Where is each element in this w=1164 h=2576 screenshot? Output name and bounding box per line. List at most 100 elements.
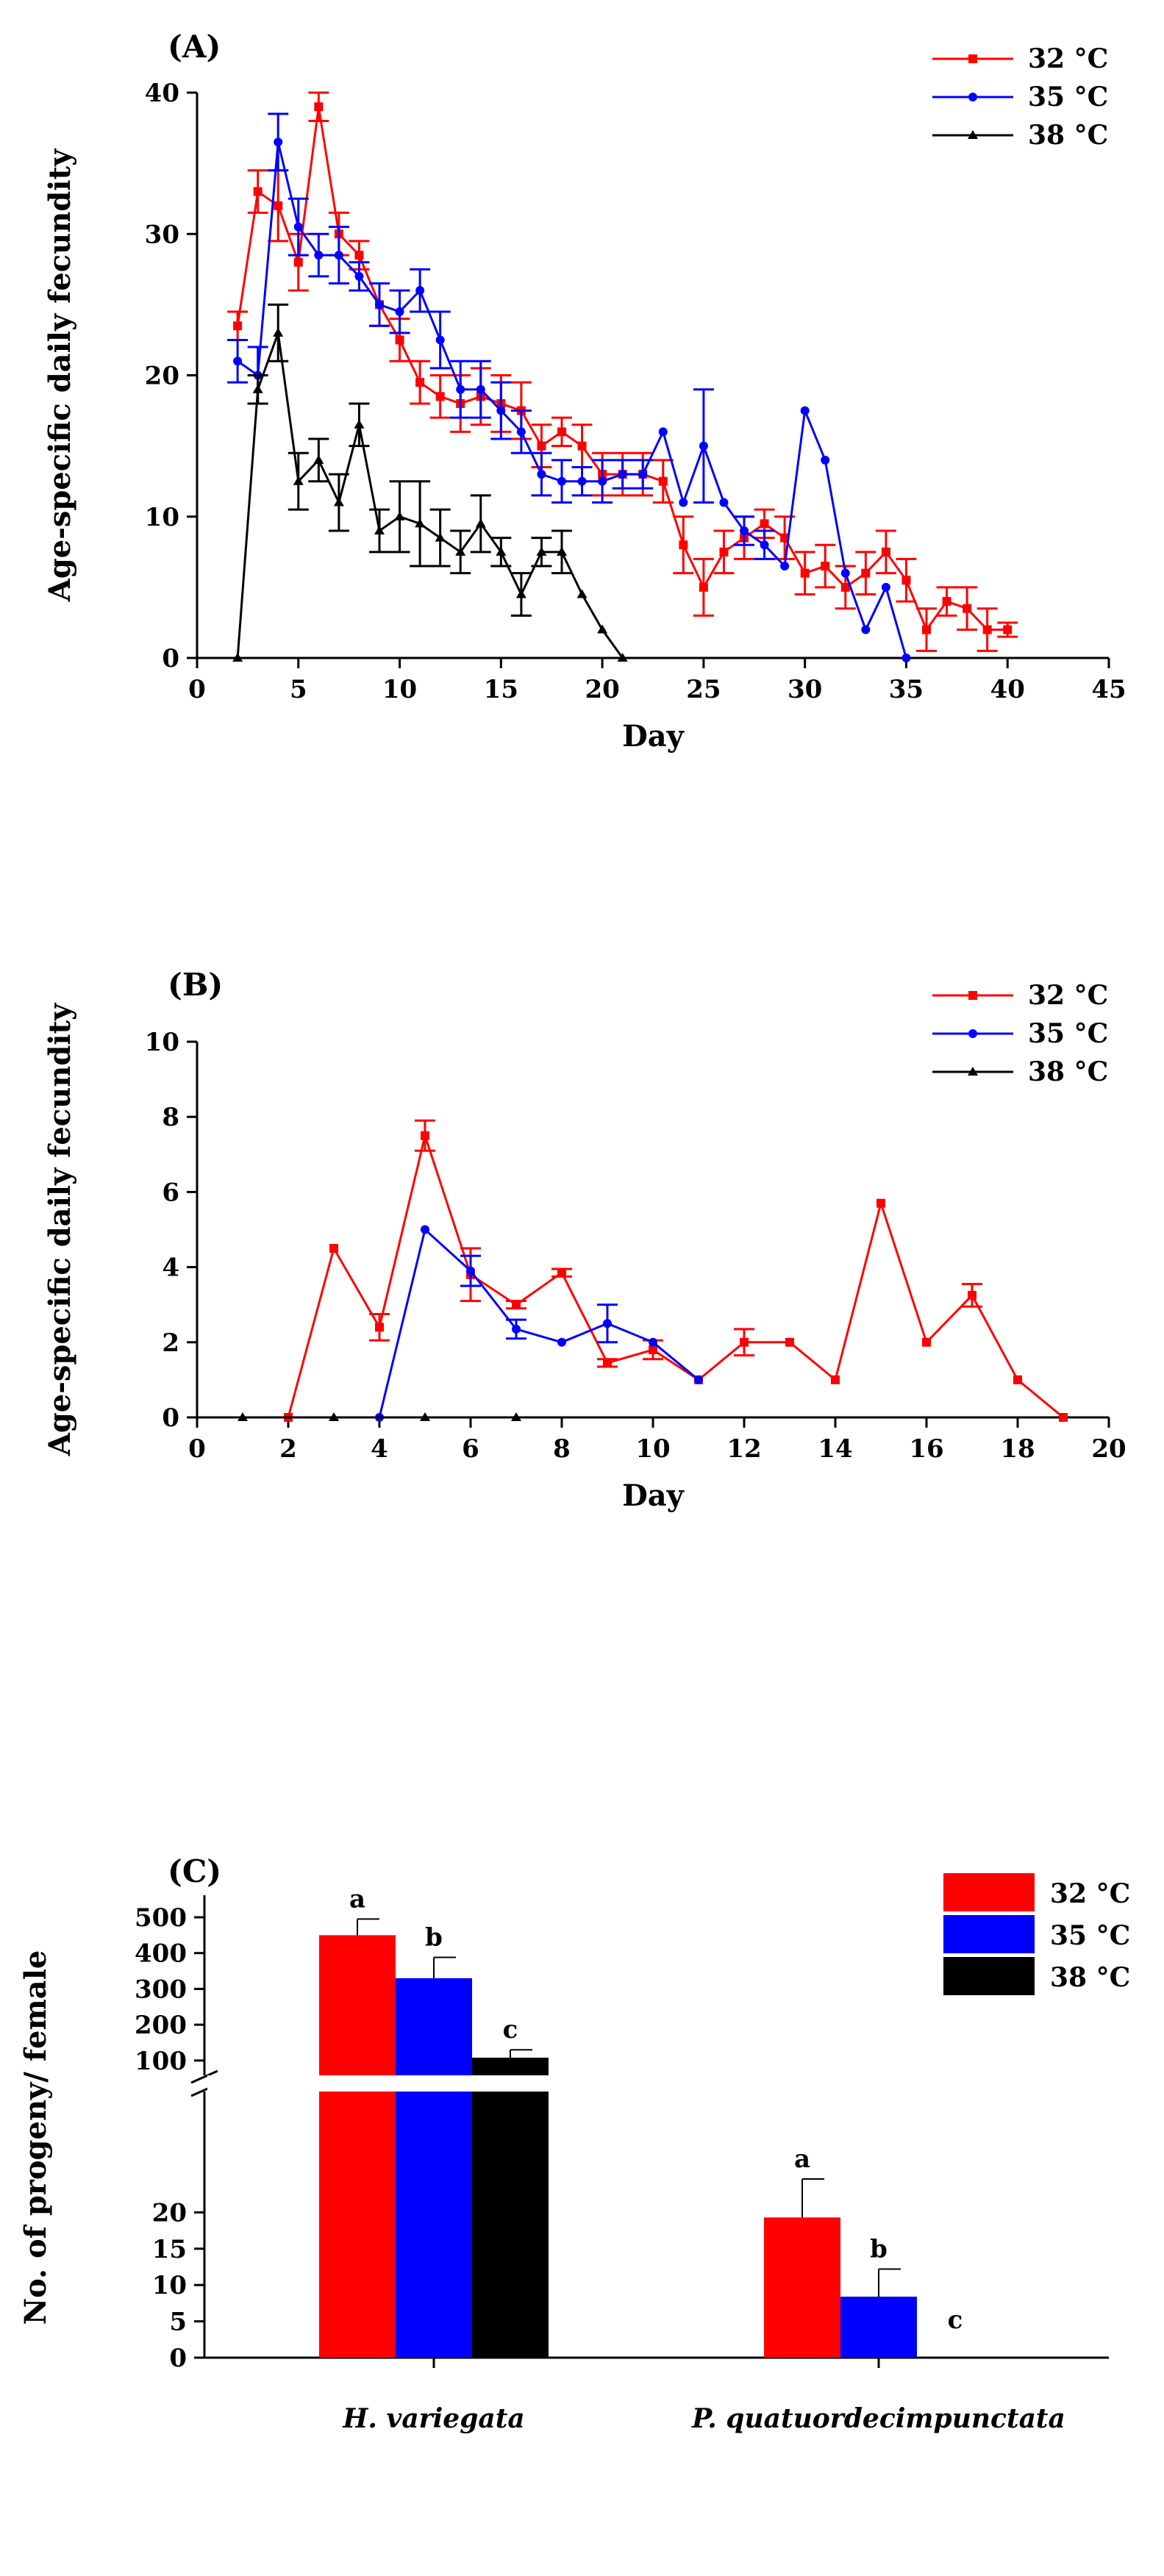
- y-axis-title: Age-specific daily fecundity: [43, 148, 77, 602]
- data-point: [512, 1324, 521, 1334]
- data-point: [821, 562, 830, 571]
- legend-swatch: [943, 1957, 1035, 1995]
- panel-label: (C): [168, 1853, 221, 1889]
- data-point: [329, 1244, 338, 1253]
- series-line: [236, 106, 1008, 632]
- data-point: [395, 335, 404, 345]
- data-point: [968, 1290, 976, 1300]
- significance-letter: b: [425, 1923, 443, 1953]
- data-point: [598, 476, 607, 486]
- data-point: [679, 540, 688, 550]
- data-point: [982, 625, 992, 634]
- data-point: [557, 476, 566, 486]
- x-tick-label: 14: [818, 1434, 852, 1464]
- data-point: [679, 498, 688, 507]
- category-label: H. variegata: [342, 2403, 524, 2434]
- panel-label: (B): [168, 967, 223, 1003]
- data-point: [293, 222, 303, 232]
- data-point: [557, 546, 567, 556]
- data-point: [861, 568, 871, 578]
- data-point: [780, 533, 790, 543]
- legend-label: 35 °C: [1050, 1920, 1130, 1951]
- legend-label: 32 °C: [1028, 980, 1108, 1011]
- data-point: [314, 102, 324, 112]
- data-point: [760, 519, 769, 529]
- y-axis-title: No. of progeny/ female: [18, 1950, 53, 2325]
- legend-label: 38 °C: [1028, 120, 1108, 151]
- legend-swatch: [943, 1915, 1035, 1953]
- y-tick-label: 10: [152, 2271, 187, 2300]
- data-point: [658, 476, 668, 486]
- data-point: [740, 1337, 749, 1347]
- data-point: [274, 137, 283, 147]
- data-point: [512, 1300, 521, 1309]
- data-point: [415, 286, 425, 296]
- bar-38-c-h-variegata: [472, 2057, 549, 2358]
- data-point: [496, 406, 506, 415]
- data-point: [421, 1131, 429, 1140]
- data-point: [840, 582, 850, 592]
- data-point: [293, 476, 304, 485]
- legend-label: 35 °C: [1028, 82, 1108, 112]
- data-point: [557, 427, 566, 437]
- data-point: [421, 1225, 429, 1234]
- data-point: [597, 624, 608, 634]
- significance-letter: b: [870, 2234, 888, 2264]
- data-point: [740, 526, 749, 535]
- y-tick-label: 4: [162, 1253, 179, 1283]
- legend-marker: [968, 1067, 978, 1076]
- data-point: [354, 419, 365, 429]
- y-tick-label: 400: [135, 1939, 187, 1969]
- data-point: [785, 1337, 794, 1347]
- legend-label: 38 °C: [1050, 1962, 1130, 1993]
- data-point: [719, 498, 729, 507]
- x-tick-label: 40: [990, 675, 1025, 704]
- data-point: [576, 589, 588, 598]
- bar-32-c-h-variegata: [319, 1935, 396, 2358]
- data-point: [253, 187, 263, 196]
- data-point: [496, 546, 507, 556]
- series-line: [237, 141, 907, 659]
- x-tick-label: 5: [290, 675, 307, 704]
- x-axis-title: Day: [622, 719, 685, 754]
- significance-letter: c: [503, 2015, 518, 2044]
- y-tick-label: 8: [162, 1103, 179, 1132]
- data-point: [577, 441, 587, 451]
- data-point: [760, 540, 769, 550]
- significance-letter: a: [349, 1884, 365, 1914]
- panel-b-chart: 0 2 4 6 8 10 12 14 16 18 20 0 2 4 6 8 10 Day Age-specific …: [43, 967, 1126, 1513]
- data-point: [800, 406, 810, 415]
- legend-label: 32 °C: [1028, 43, 1108, 74]
- x-tick-label: 20: [585, 675, 619, 704]
- data-point: [252, 384, 263, 393]
- legend-marker: [968, 130, 978, 139]
- data-point: [1059, 1413, 1068, 1422]
- data-point: [699, 582, 708, 592]
- data-point: [603, 1319, 612, 1328]
- data-point: [649, 1337, 657, 1347]
- data-point: [313, 454, 324, 464]
- data-point: [922, 1337, 931, 1347]
- data-point: [821, 455, 830, 465]
- data-point: [617, 653, 628, 662]
- y-tick-label: 10: [145, 503, 179, 532]
- x-tick-label: 20: [1091, 1434, 1126, 1464]
- y-tick-label: 15: [152, 2235, 187, 2264]
- y-tick-label: 40: [145, 79, 179, 108]
- data-point: [963, 604, 972, 613]
- x-tick-label: 10: [382, 675, 417, 704]
- data-point: [274, 201, 283, 210]
- y-tick-label: 6: [162, 1178, 179, 1207]
- data-point: [476, 384, 485, 394]
- data-point: [536, 546, 547, 556]
- y-tick-label: 100: [135, 2047, 187, 2076]
- data-point: [557, 1337, 566, 1347]
- series-35-c: [227, 112, 911, 662]
- data-point: [537, 441, 546, 451]
- data-point: [942, 597, 951, 607]
- data-point: [516, 427, 526, 437]
- legend-swatch: [943, 1873, 1035, 1911]
- bar-35-c-p-quatuordecimpunctata: [840, 2297, 917, 2358]
- data-point: [699, 441, 708, 451]
